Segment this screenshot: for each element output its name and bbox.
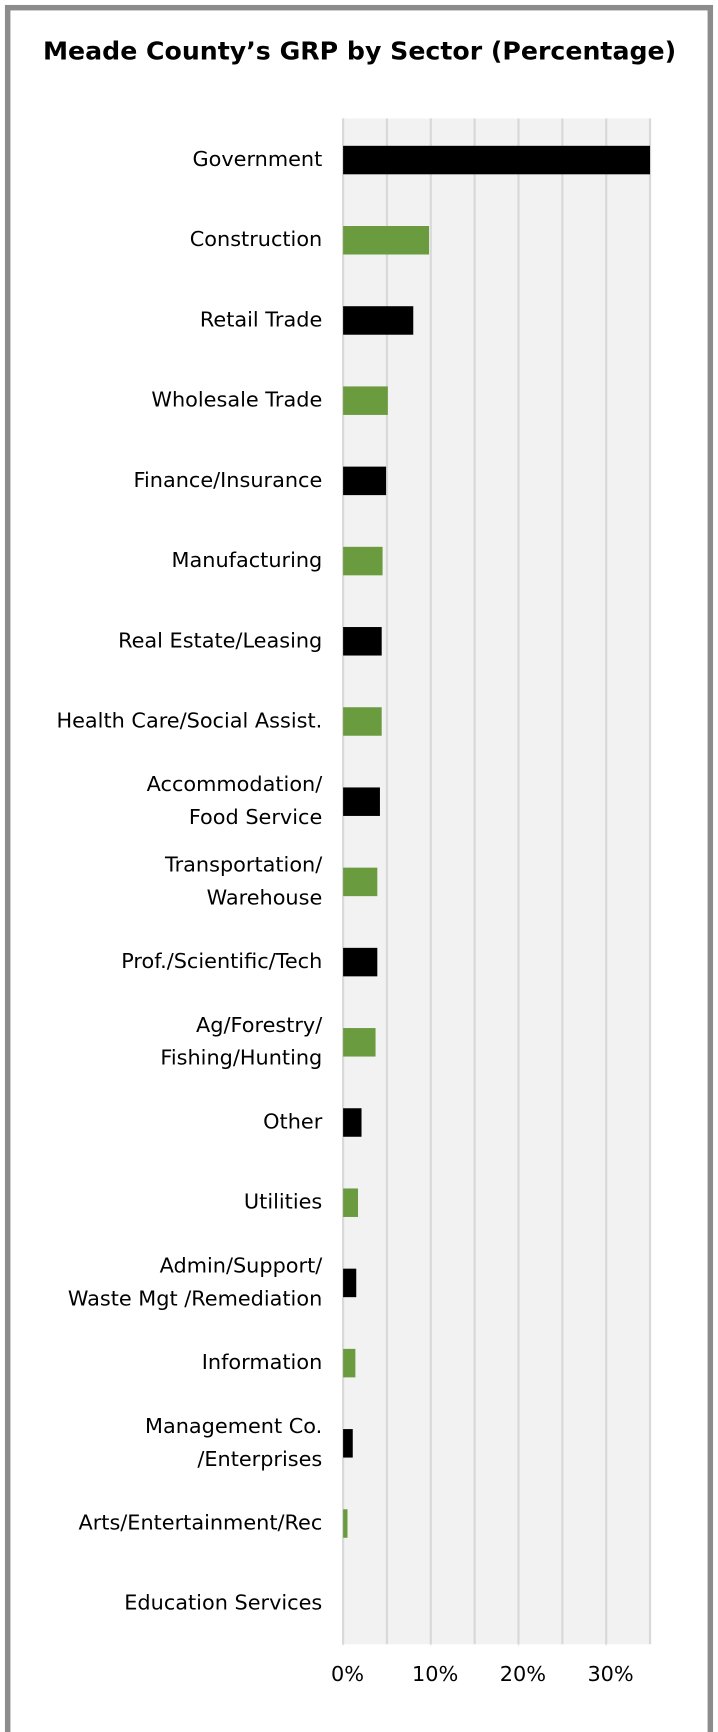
bar [343, 1108, 362, 1137]
y-tick-label: Transportation/Warehouse [164, 852, 323, 909]
y-tick-label: Government [192, 147, 322, 171]
y-tick-label: Admin/Support/Waste Mgt /Remediation [68, 1253, 323, 1310]
y-tick-label: Real Estate/Leasing [118, 628, 322, 652]
bar [343, 306, 414, 335]
chart-title: Meade County’s GRP by Sector (Percentage… [43, 37, 676, 66]
y-tick-label: Utilities [244, 1190, 322, 1214]
y-tick-label: Ag/Forestry/Fishing/Hunting [160, 1013, 323, 1070]
x-tick-label: 10% [412, 1662, 458, 1686]
bar [343, 1268, 357, 1298]
y-tick-label: Prof./Scientific/Tech [121, 949, 322, 973]
x-tick-label: 20% [500, 1662, 546, 1686]
bar [343, 867, 378, 897]
bar [343, 546, 383, 576]
y-tick-label: Manufacturing [172, 548, 323, 572]
bar [343, 627, 382, 656]
y-tick-label: Accommodation/Food Service [147, 772, 324, 829]
bar [343, 947, 378, 977]
bar [343, 226, 430, 255]
y-tick-label: Other [263, 1110, 323, 1134]
y-tick-label: Finance/Insurance [134, 468, 323, 492]
y-tick-label: Retail Trade [200, 307, 322, 331]
bar [343, 1028, 376, 1057]
y-tick-label: Health Care/Social Assist. [56, 708, 322, 732]
y-tick-label: Management Co./Enterprises [145, 1414, 322, 1471]
bar [343, 1429, 353, 1458]
bar [343, 145, 651, 175]
y-tick-label: Wholesale Trade [151, 388, 322, 412]
bar [343, 386, 388, 415]
bar [343, 1509, 348, 1538]
y-tick-label: Education Services [124, 1591, 322, 1615]
bar [343, 1348, 356, 1378]
x-tick-label: 30% [587, 1662, 633, 1686]
bar [343, 466, 387, 496]
x-tick-label: 0% [331, 1662, 364, 1686]
plot-area [343, 118, 651, 1645]
bar [343, 707, 382, 736]
bar [343, 787, 380, 816]
frame [4, 4, 714, 1732]
bar [343, 1188, 359, 1217]
y-tick-label: Information [202, 1350, 322, 1374]
y-tick-label: Construction [190, 227, 323, 251]
y-tick-label: Arts/Entertainment/Rec [78, 1511, 322, 1535]
